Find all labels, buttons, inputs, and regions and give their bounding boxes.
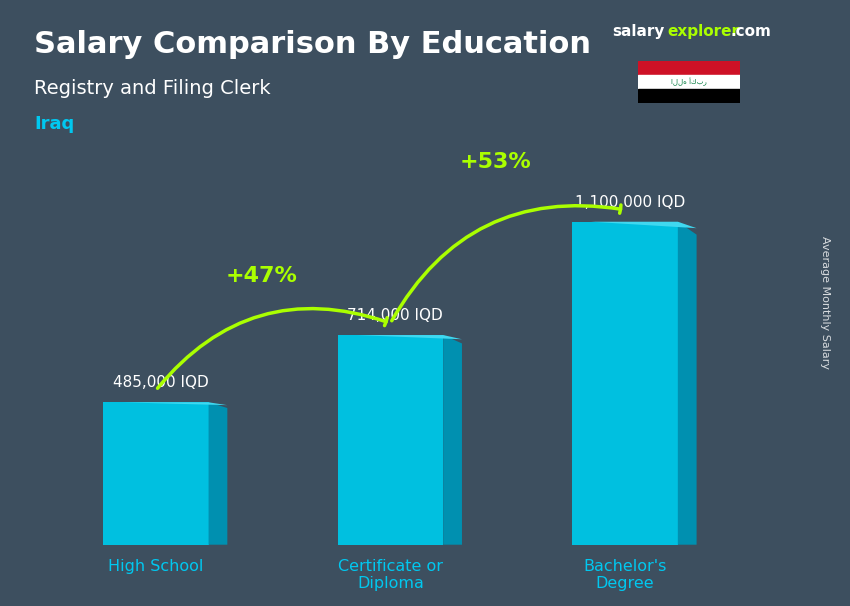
Bar: [337, 335, 443, 545]
Polygon shape: [443, 335, 462, 545]
Polygon shape: [337, 335, 462, 339]
Text: الله أكبر: الله أكبر: [671, 78, 706, 86]
Bar: [103, 402, 208, 545]
Polygon shape: [208, 402, 227, 545]
Text: Iraq: Iraq: [34, 115, 74, 133]
Text: 1,100,000 IQD: 1,100,000 IQD: [575, 195, 685, 210]
Text: salary: salary: [612, 24, 665, 39]
Polygon shape: [103, 402, 227, 405]
Text: Salary Comparison By Education: Salary Comparison By Education: [34, 30, 591, 59]
Polygon shape: [572, 222, 697, 228]
Bar: [638, 75, 740, 89]
Text: +53%: +53%: [460, 152, 532, 172]
Text: .com: .com: [731, 24, 772, 39]
Bar: [572, 222, 677, 545]
Text: +47%: +47%: [225, 265, 298, 285]
Polygon shape: [677, 222, 697, 545]
Bar: [638, 89, 740, 103]
Text: Average Monthly Salary: Average Monthly Salary: [819, 236, 830, 370]
Text: Registry and Filing Clerk: Registry and Filing Clerk: [34, 79, 270, 98]
Text: explorer: explorer: [667, 24, 740, 39]
Text: 714,000 IQD: 714,000 IQD: [347, 308, 443, 323]
Bar: [638, 61, 740, 75]
Text: 485,000 IQD: 485,000 IQD: [112, 375, 208, 390]
